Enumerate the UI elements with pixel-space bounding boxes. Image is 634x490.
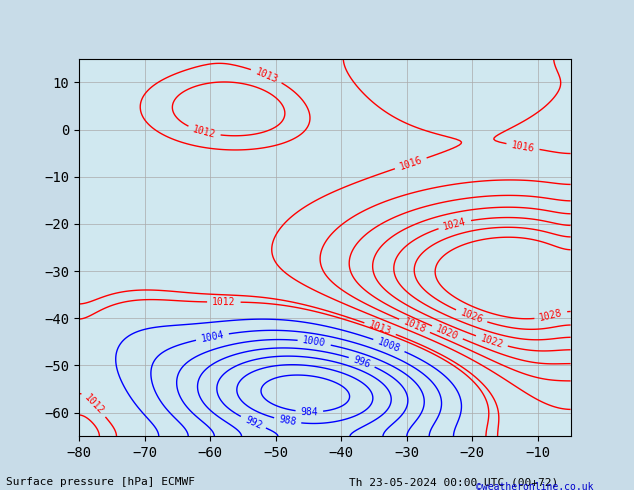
Text: 1000: 1000 [302, 336, 327, 349]
Text: 1012: 1012 [82, 392, 106, 416]
Text: 1024: 1024 [442, 216, 467, 232]
Text: 1026: 1026 [458, 308, 484, 325]
Text: 1022: 1022 [479, 333, 505, 350]
Text: 1028: 1028 [538, 308, 564, 323]
Text: Surface pressure [hPa] ECMWF: Surface pressure [hPa] ECMWF [6, 477, 195, 487]
Text: 1008: 1008 [376, 336, 402, 354]
Text: 1012: 1012 [212, 297, 236, 307]
Text: Th 23-05-2024 00:00 UTC (00+72): Th 23-05-2024 00:00 UTC (00+72) [349, 477, 558, 487]
Text: ©weatheronline.co.uk: ©weatheronline.co.uk [476, 482, 593, 490]
Text: 1020: 1020 [434, 323, 460, 342]
Text: 1016: 1016 [398, 155, 424, 172]
Text: 1012: 1012 [191, 124, 217, 140]
Text: 984: 984 [301, 407, 318, 417]
Text: 1004: 1004 [200, 330, 225, 344]
Text: 1018: 1018 [402, 317, 427, 335]
Text: 1013: 1013 [367, 320, 393, 337]
Text: 992: 992 [243, 414, 263, 431]
Text: 1016: 1016 [510, 140, 535, 153]
Text: 996: 996 [352, 354, 372, 369]
Text: 988: 988 [278, 415, 297, 427]
Text: 1013: 1013 [254, 66, 280, 85]
